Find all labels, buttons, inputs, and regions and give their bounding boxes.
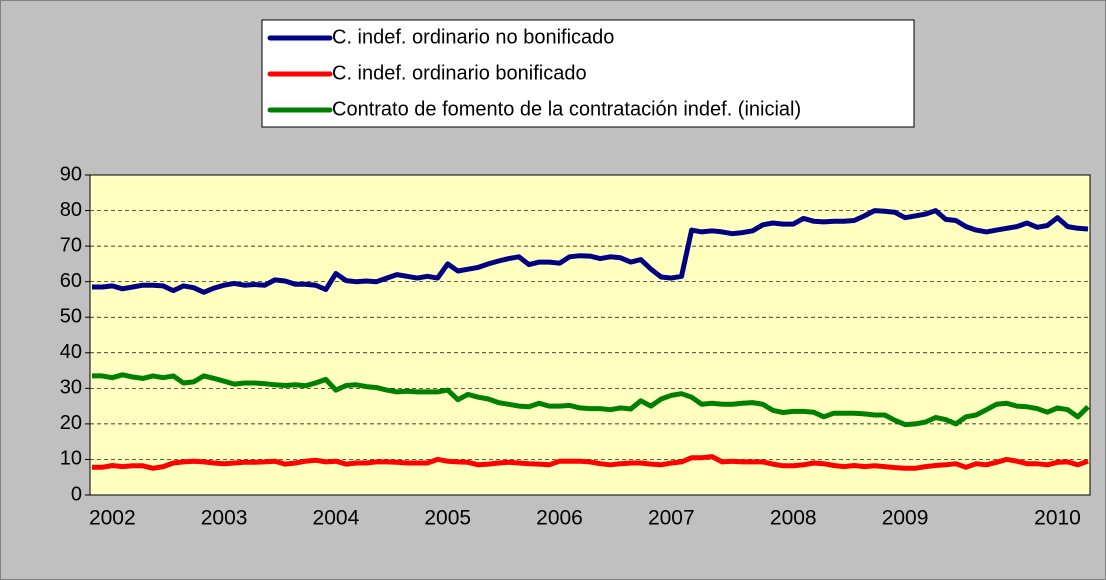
legend-box <box>261 19 915 128</box>
x-tick-label: 2010 <box>1034 507 1081 530</box>
y-tick-label: 40 <box>60 341 82 363</box>
y-tick-label: 80 <box>60 199 82 221</box>
x-tick-label: 2005 <box>424 507 471 530</box>
legend-label: C. indef. ordinario no bonificado <box>332 26 614 48</box>
y-tick-label: 90 <box>60 163 82 185</box>
y-tick-label: 20 <box>60 412 82 434</box>
legend-label: C. indef. ordinario bonificado <box>332 62 587 84</box>
y-tick-label: 60 <box>60 270 82 292</box>
y-tick-label: 70 <box>60 234 82 256</box>
x-tick-label: 2004 <box>313 507 360 530</box>
series-line <box>92 372 1090 428</box>
legend-label: Contrato de fomento de la contratación i… <box>332 98 801 120</box>
y-tick-label: 10 <box>60 448 82 470</box>
x-tick-label: 2008 <box>770 507 817 530</box>
plot-area <box>89 174 1091 496</box>
y-tick-label: 0 <box>71 483 82 505</box>
x-tick-label: 2006 <box>536 507 583 530</box>
series-line <box>92 208 1089 295</box>
series-line <box>92 454 1089 471</box>
x-tick-label: 2003 <box>201 507 248 530</box>
y-tick-label: 30 <box>60 377 82 399</box>
x-tick-label: 2009 <box>882 507 929 530</box>
x-tick-label: 2002 <box>89 507 136 530</box>
x-tick-label: 2007 <box>648 507 695 530</box>
y-tick-label: 50 <box>60 306 82 328</box>
